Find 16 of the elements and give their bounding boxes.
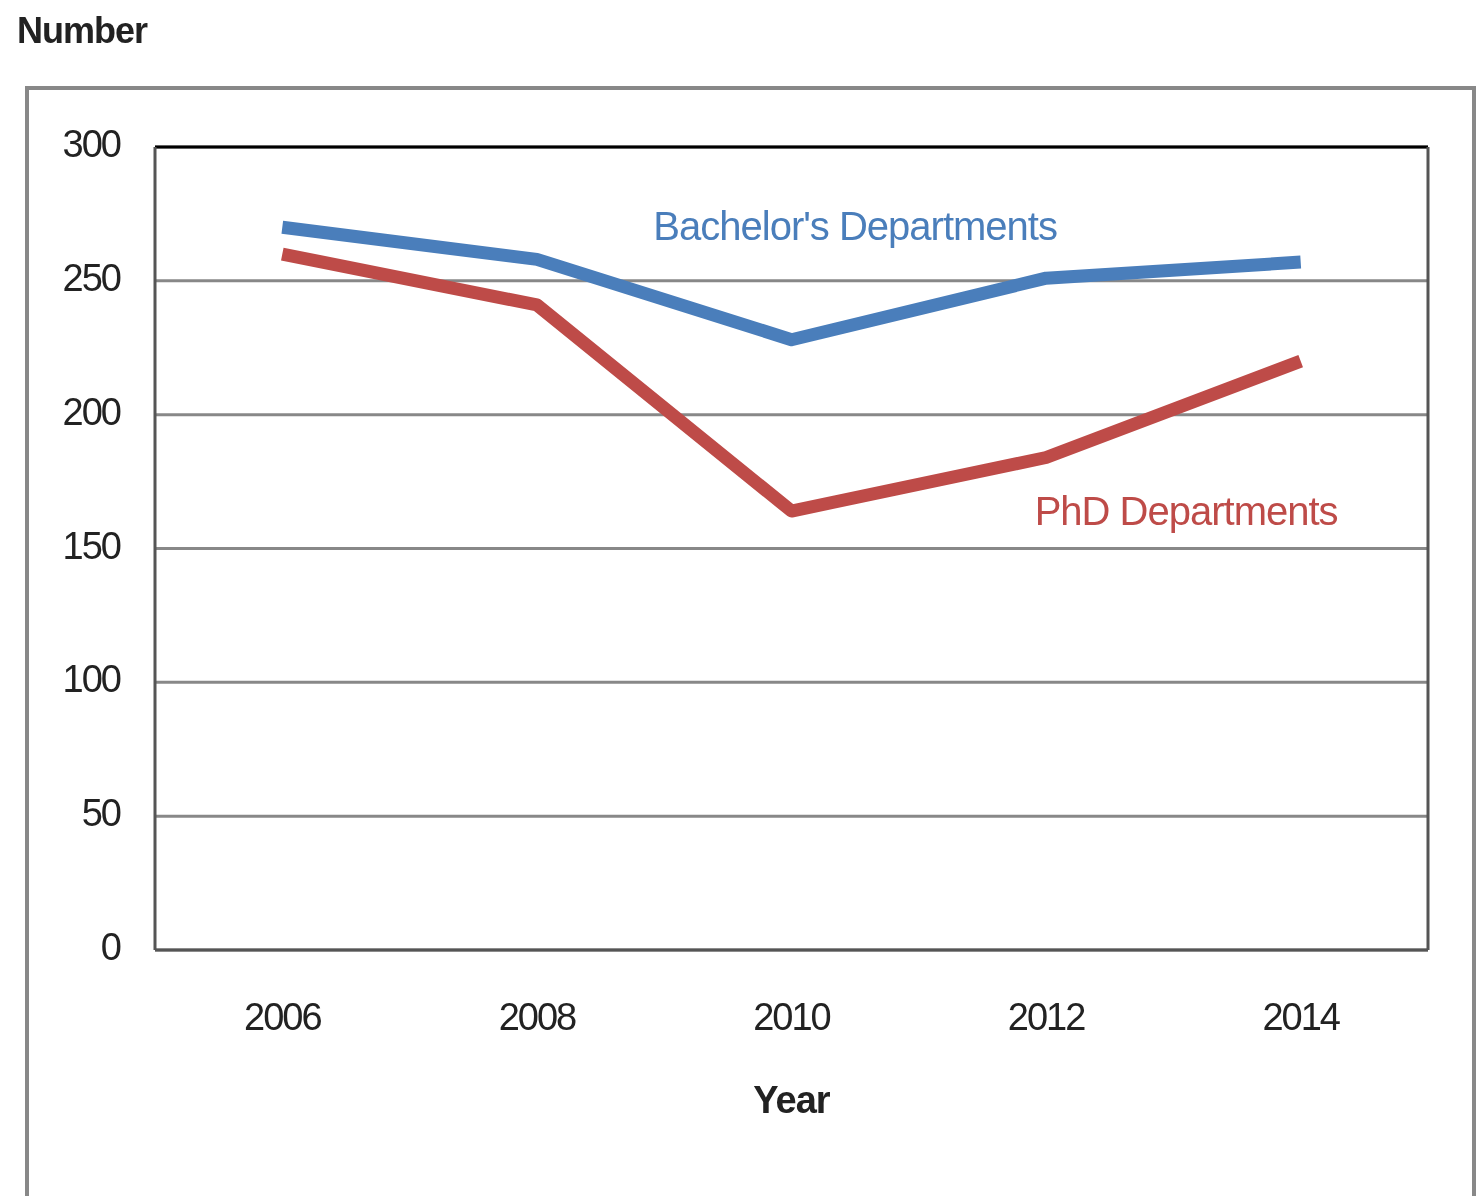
y-tick-label: 100 [62,658,121,701]
series-label: PhD Departments [1034,489,1338,534]
y-tick-label: 0 [100,926,121,969]
x-tick-label: 2008 [498,996,577,1039]
y-tick-label: 300 [62,123,121,166]
y-tick-label: 50 [81,792,121,835]
x-tick-label: 2012 [1007,996,1086,1039]
x-tick-label: 2014 [1262,996,1341,1039]
y-axis-title: Number [17,9,149,51]
series-label: Bachelor's Departments [653,203,1057,248]
y-tick-label: 200 [62,390,121,433]
y-tick-label: 250 [62,256,121,299]
x-axis-title: Year [753,1079,831,1122]
y-tick-label: 150 [62,524,121,567]
x-tick-label: 2010 [753,996,831,1039]
x-tick-label: 2006 [244,996,322,1039]
